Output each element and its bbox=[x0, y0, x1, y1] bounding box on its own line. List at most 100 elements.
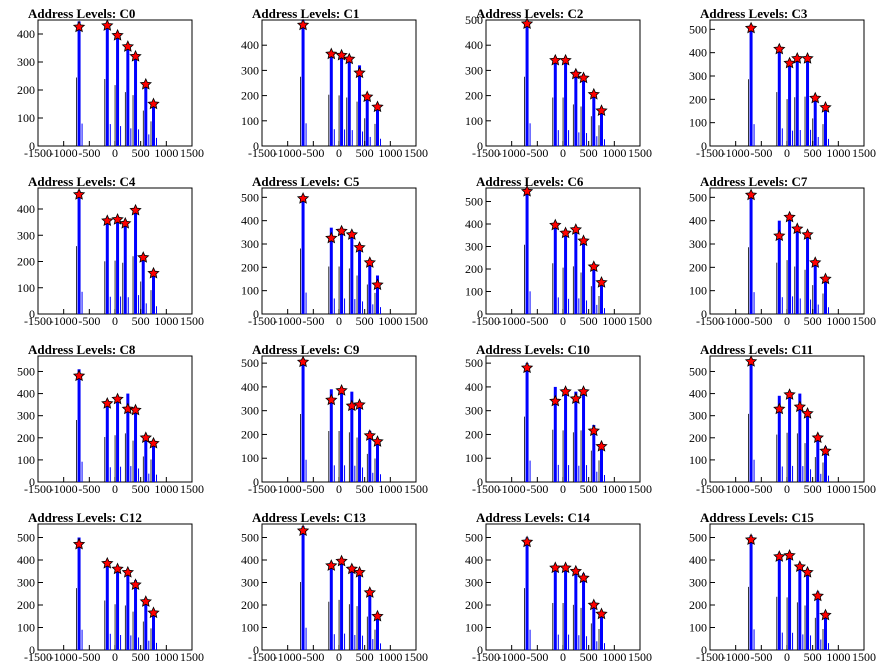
histogram-bar bbox=[553, 221, 557, 314]
x-tick-label: -500 bbox=[78, 482, 100, 496]
peak-marker bbox=[595, 607, 608, 620]
histogram-bar bbox=[340, 227, 344, 314]
peak-marker bbox=[335, 383, 348, 396]
y-tick-label: 0 bbox=[29, 475, 35, 489]
y-tick-label: 200 bbox=[17, 598, 35, 612]
chart-title: Address Levels: C15 bbox=[700, 510, 814, 525]
y-tick-label: 300 bbox=[689, 237, 707, 251]
x-tick-label: 0 bbox=[784, 146, 790, 160]
peak-marker bbox=[111, 562, 124, 575]
histogram-bar bbox=[582, 573, 586, 650]
histogram-panel: Address Levels: C1 0 100 200 300 400 -1500 -100… bbox=[224, 0, 448, 168]
y-tick-label: 300 bbox=[241, 576, 259, 590]
y-tick-label: 500 bbox=[465, 195, 483, 209]
peak-marker bbox=[773, 550, 786, 562]
x-tick-label: -500 bbox=[302, 146, 324, 160]
histogram-bar bbox=[134, 209, 138, 314]
chart-title: Address Levels: C8 bbox=[28, 342, 136, 357]
x-tick-label: 1500 bbox=[628, 482, 652, 496]
histogram-bar bbox=[152, 441, 155, 482]
peak-marker bbox=[744, 21, 758, 34]
x-tick-label: 1000 bbox=[154, 482, 178, 496]
peak-marker bbox=[72, 537, 86, 550]
y-tick-label: 100 bbox=[241, 284, 259, 298]
y-tick-label: 300 bbox=[17, 55, 35, 69]
x-tick-label: -500 bbox=[302, 482, 324, 496]
x-tick-label: -1000 bbox=[722, 482, 750, 496]
histogram-panel: Address Levels: C10 0 100 200 300 400 500 -1500… bbox=[448, 336, 672, 504]
y-tick-label: 0 bbox=[477, 307, 483, 321]
peak-marker bbox=[819, 444, 832, 457]
histogram-bar bbox=[340, 558, 344, 650]
x-tick-label: -500 bbox=[526, 650, 548, 664]
histogram-bar bbox=[806, 233, 810, 314]
peak-marker bbox=[371, 435, 384, 447]
x-tick-label: 1500 bbox=[180, 650, 204, 664]
y-tick-label: 400 bbox=[17, 27, 35, 41]
chart-title: Address Levels: C3 bbox=[700, 6, 808, 21]
histogram-panel: Address Levels: C3 0 100 200 300 400 500 -1500-… bbox=[672, 0, 896, 168]
histogram-bar bbox=[376, 275, 379, 314]
histogram-bar bbox=[600, 611, 603, 650]
histogram-bar bbox=[816, 591, 820, 650]
peak-marker bbox=[793, 560, 806, 572]
x-tick-label: -500 bbox=[78, 146, 100, 160]
x-tick-label: -500 bbox=[750, 650, 772, 664]
y-tick-label: 0 bbox=[253, 475, 259, 489]
y-tick-label: 500 bbox=[689, 531, 707, 545]
histogram-plot: 0 100 200 300 400 500 -1500-1000 -500 0 500 1000 15… bbox=[465, 355, 652, 496]
y-tick-label: 200 bbox=[17, 431, 35, 445]
histogram-plot: 0 100 200 300 400 500 -1500-1000 -500 0 500 1000 15… bbox=[465, 184, 652, 328]
y-tick-label: 0 bbox=[701, 475, 707, 489]
peak-marker bbox=[147, 436, 160, 449]
x-tick-label: 1000 bbox=[602, 146, 626, 160]
y-tick-label: 400 bbox=[17, 553, 35, 567]
histogram-bar bbox=[525, 537, 529, 650]
peak-marker bbox=[72, 188, 86, 200]
histogram-bar bbox=[564, 229, 568, 314]
peak-marker bbox=[549, 218, 562, 231]
x-tick-label: -500 bbox=[750, 314, 772, 328]
peak-marker bbox=[595, 439, 608, 452]
histogram-bar bbox=[350, 391, 354, 482]
histogram-bar bbox=[788, 392, 792, 482]
histogram-bar bbox=[152, 101, 155, 146]
x-tick-label: -1000 bbox=[50, 146, 78, 160]
x-tick-label: 1500 bbox=[852, 146, 876, 160]
histogram-bar bbox=[368, 589, 372, 650]
y-tick-label: 100 bbox=[689, 453, 707, 467]
histogram-plot: 0 100 200 300 400 500 -1500-1000 -500 0 500 1000 15… bbox=[689, 187, 876, 328]
y-tick-label: 0 bbox=[477, 475, 483, 489]
peak-marker bbox=[559, 385, 572, 397]
histogram-bar bbox=[144, 81, 148, 146]
y-tick-label: 200 bbox=[465, 598, 483, 612]
histogram-bar bbox=[134, 580, 138, 650]
y-tick-label: 100 bbox=[689, 116, 707, 130]
peak-marker bbox=[809, 91, 822, 104]
peak-marker bbox=[335, 554, 348, 567]
chart-title: Address Levels: C4 bbox=[28, 174, 136, 189]
x-tick-label: -1000 bbox=[498, 650, 526, 664]
peak-marker bbox=[819, 101, 832, 113]
peak-marker bbox=[129, 203, 142, 216]
histogram-panel: Address Levels: C4 0 100 200 300 400 -1500 -100… bbox=[0, 168, 224, 336]
histogram-panel: Address Levels: C11 0 100 200 300 400 500 -1500… bbox=[672, 336, 896, 504]
histogram-bar bbox=[301, 20, 305, 146]
x-tick-label: 1000 bbox=[154, 314, 178, 328]
peak-marker bbox=[147, 606, 160, 619]
x-tick-label: -1000 bbox=[274, 482, 302, 496]
x-tick-label: 500 bbox=[356, 650, 374, 664]
peak-marker bbox=[801, 52, 814, 64]
y-tick-label: 100 bbox=[465, 621, 483, 635]
histogram-plot: 0 100 200 300 400 500 -1500-1000 -500 0 500 1000 15… bbox=[465, 13, 652, 160]
peak-marker bbox=[577, 71, 590, 84]
y-tick-label: 200 bbox=[465, 89, 483, 103]
x-tick-label: -500 bbox=[526, 146, 548, 160]
histogram-bar bbox=[350, 566, 354, 650]
x-tick-label: 1500 bbox=[404, 650, 428, 664]
x-tick-label: 500 bbox=[804, 650, 822, 664]
histogram-bar bbox=[77, 21, 81, 146]
peak-marker bbox=[744, 533, 758, 545]
peak-marker bbox=[119, 216, 132, 229]
y-tick-label: 400 bbox=[241, 38, 259, 52]
